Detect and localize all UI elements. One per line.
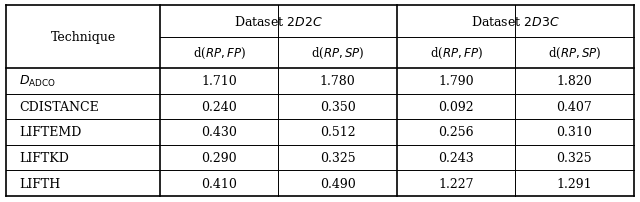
Text: CDISTANCE: CDISTANCE <box>19 100 99 113</box>
Text: 0.243: 0.243 <box>438 151 474 164</box>
Text: 1.820: 1.820 <box>557 75 592 88</box>
Text: 1.710: 1.710 <box>202 75 237 88</box>
Text: d($\mathit{RP,SP}$): d($\mathit{RP,SP}$) <box>311 45 364 61</box>
Text: 0.290: 0.290 <box>202 151 237 164</box>
Text: 1.790: 1.790 <box>438 75 474 88</box>
Text: Dataset $\mathit{2D2C}$: Dataset $\mathit{2D2C}$ <box>234 15 323 29</box>
Text: d($\mathit{RP,FP}$): d($\mathit{RP,FP}$) <box>429 45 483 61</box>
Text: 0.407: 0.407 <box>557 100 592 113</box>
Text: 1.227: 1.227 <box>438 177 474 190</box>
Text: LIFTKD: LIFTKD <box>19 151 69 164</box>
Text: 0.350: 0.350 <box>320 100 355 113</box>
Text: LIFTH: LIFTH <box>19 177 60 190</box>
Text: 0.256: 0.256 <box>438 126 474 139</box>
Text: d($\mathit{RP,SP}$): d($\mathit{RP,SP}$) <box>548 45 601 61</box>
Text: 1.291: 1.291 <box>557 177 592 190</box>
Text: 0.512: 0.512 <box>320 126 355 139</box>
Text: 0.430: 0.430 <box>201 126 237 139</box>
Text: 0.490: 0.490 <box>320 177 355 190</box>
Text: 0.325: 0.325 <box>557 151 592 164</box>
Text: Dataset $\mathit{2D3C}$: Dataset $\mathit{2D3C}$ <box>470 15 560 29</box>
Text: 0.325: 0.325 <box>320 151 355 164</box>
Text: 0.092: 0.092 <box>438 100 474 113</box>
Text: Technique: Technique <box>51 31 116 44</box>
Text: 0.310: 0.310 <box>556 126 593 139</box>
Text: $D_{\mathrm{ADCO}}$: $D_{\mathrm{ADCO}}$ <box>19 74 56 89</box>
Text: 0.410: 0.410 <box>201 177 237 190</box>
Text: LIFTEMD: LIFTEMD <box>19 126 81 139</box>
Text: d($\mathit{RP,FP}$): d($\mathit{RP,FP}$) <box>193 45 246 61</box>
Text: 0.240: 0.240 <box>202 100 237 113</box>
Text: 1.780: 1.780 <box>320 75 355 88</box>
